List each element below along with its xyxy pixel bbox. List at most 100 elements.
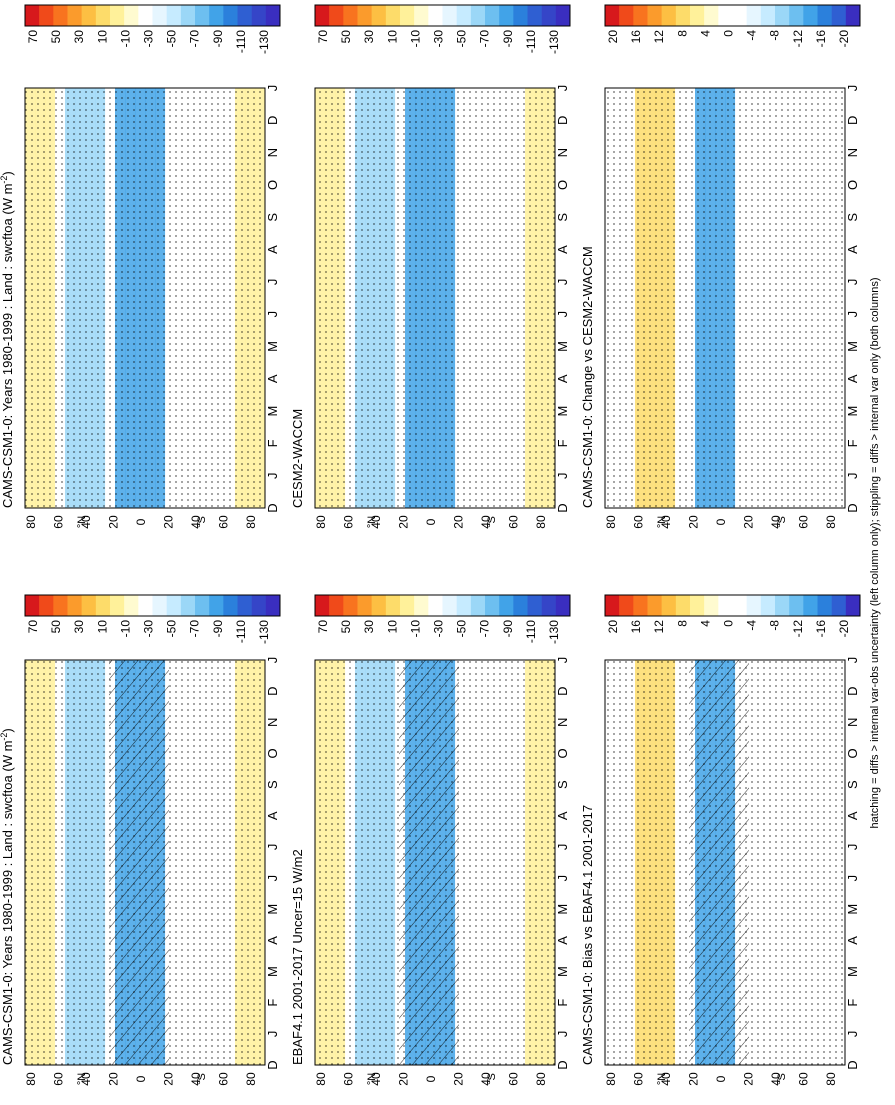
- y-tick-label: 40: [659, 1072, 673, 1086]
- colorbar-label: -90: [501, 30, 515, 48]
- y-tick-label: 60: [507, 1072, 521, 1086]
- colorbar-label: -50: [165, 620, 179, 638]
- y-tick-label: 60: [217, 1072, 231, 1086]
- y-tick-label: 60: [342, 515, 356, 529]
- y-tick-label: 20: [107, 1072, 121, 1086]
- x-tick-label: N: [265, 148, 280, 157]
- y-tick-label: 40: [769, 1072, 783, 1086]
- colorbar-swatch: [428, 5, 443, 26]
- title-end: ): [0, 728, 15, 732]
- plot-frame: [604, 87, 846, 509]
- y-tick-label: 20: [162, 1072, 176, 1086]
- colorbar-swatch: [690, 595, 705, 616]
- x-tick-label: D: [265, 1060, 280, 1069]
- colorbar-swatch: [265, 595, 281, 616]
- colorbar-label: 10: [95, 30, 109, 44]
- y-tick-label: 20: [687, 1072, 701, 1086]
- panel-title: CAMS-CSM1-0: Years 1980-1999 : Land : sw…: [0, 728, 15, 1065]
- colorbar-swatch: [661, 5, 677, 26]
- colorbar-swatch: [499, 595, 514, 616]
- colorbar-swatch: [152, 595, 167, 616]
- y-tick-label: 0: [424, 1075, 438, 1082]
- x-tick-label: O: [555, 748, 570, 758]
- hemisphere-label: °S: [486, 516, 498, 528]
- x-tick-label: J: [845, 875, 860, 882]
- x-tick-label: J: [555, 279, 570, 286]
- colorbar-label: -30: [142, 620, 156, 638]
- colorbar-swatch: [39, 5, 54, 26]
- colorbar-label: -16: [814, 620, 828, 638]
- colorbar-label: 30: [72, 30, 86, 44]
- left-top-panel: D J F M A M J J A S O N D J 80 60 40 20 0 20 40 60 80 °N °S CAMS-…: [0, 594, 281, 1086]
- colorbar-swatch: [541, 5, 557, 26]
- colorbar-swatch: [223, 595, 238, 616]
- colorbar-swatch: [633, 5, 648, 26]
- colorbar-label: 12: [652, 620, 666, 634]
- colorbar-swatch: [124, 5, 139, 26]
- x-tick-label: J: [555, 85, 570, 92]
- stippling: [605, 88, 845, 508]
- colorbar-swatch: [675, 595, 691, 616]
- x-tick-label: A: [555, 374, 570, 383]
- x-tick-label: M: [555, 904, 570, 915]
- colorbar-swatch: [180, 595, 196, 616]
- colorbar-swatch: [138, 5, 153, 26]
- colorbar-swatch: [661, 595, 677, 616]
- plot-frame: [24, 87, 266, 509]
- colorbar-swatch: [251, 5, 267, 26]
- colorbar-swatch: [456, 5, 472, 26]
- colorbar-swatch: [371, 595, 387, 616]
- colorbar-label: -10: [408, 30, 422, 48]
- x-tick-label: O: [845, 748, 860, 758]
- colorbar-label: 30: [362, 30, 376, 44]
- colorbar-label: 70: [26, 620, 40, 634]
- colorbar-swatch: [760, 595, 776, 616]
- y-tick-label: 40: [189, 515, 203, 529]
- colorbar-swatch: [732, 595, 747, 616]
- colorbar-swatch: [485, 5, 500, 26]
- x-tick-label: J: [845, 279, 860, 286]
- colorbar-label: -90: [211, 30, 225, 48]
- colorbar-label: -20: [837, 620, 851, 638]
- x-tick-label: M: [555, 966, 570, 977]
- y-tick-label: 40: [369, 1072, 383, 1086]
- colorbar-swatch: [414, 595, 429, 616]
- colorbar-label: -8: [768, 620, 782, 631]
- colorbar-swatch: [845, 595, 861, 616]
- colorbar-label: -30: [432, 30, 446, 48]
- colorbar-swatch: [400, 595, 415, 616]
- hemisphere-label: °N: [656, 516, 668, 528]
- colorbar-swatch: [39, 595, 54, 616]
- panel-title: CESM2-WACCM: [290, 409, 305, 508]
- y-tick-label: 0: [424, 518, 438, 525]
- y-tick-label: 60: [507, 515, 521, 529]
- colorbar-swatch: [470, 5, 486, 26]
- colorbar-swatch: [803, 595, 818, 616]
- colorbar-swatch: [223, 5, 238, 26]
- colorbar-frame: [604, 4, 861, 27]
- y-tick-label: 80: [244, 1072, 258, 1086]
- x-tick-label: D: [845, 1060, 860, 1069]
- colorbar-label: 30: [362, 620, 376, 634]
- colorbar-label: -50: [455, 620, 469, 638]
- y-tick-label: 80: [314, 1072, 328, 1086]
- colorbar-swatch: [605, 595, 620, 616]
- x-tick-label: J: [555, 472, 570, 479]
- colorbar-swatch: [138, 595, 153, 616]
- x-tick-label: J: [845, 85, 860, 92]
- colorbar-swatch: [53, 5, 68, 26]
- x-tick-label: M: [845, 406, 860, 417]
- x-tick-label: J: [555, 844, 570, 851]
- x-tick-label: J: [845, 1031, 860, 1038]
- y-tick-label: 20: [452, 515, 466, 529]
- x-tick-label: F: [845, 439, 860, 447]
- colorbar-label: 10: [385, 30, 399, 44]
- colorbar-swatch: [315, 595, 330, 616]
- colorbar-label: -10: [408, 620, 422, 638]
- colorbar-label: 12: [652, 30, 666, 44]
- x-tick-label: J: [845, 311, 860, 318]
- x-tick-label: J: [265, 279, 280, 286]
- colorbar-swatch: [25, 595, 40, 616]
- colorbar-swatch: [81, 5, 97, 26]
